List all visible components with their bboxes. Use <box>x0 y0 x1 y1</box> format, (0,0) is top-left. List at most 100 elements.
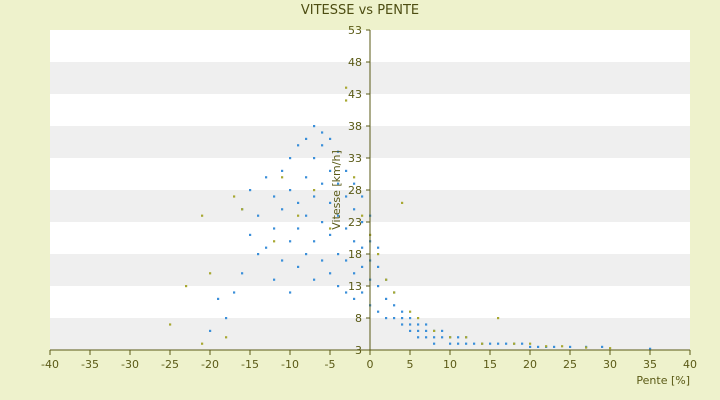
data-points <box>169 86 652 350</box>
data-point <box>353 176 356 179</box>
data-point <box>297 201 300 204</box>
data-point <box>329 137 332 140</box>
y-tick-label: 53 <box>348 24 362 37</box>
data-point <box>353 240 356 243</box>
y-tick-label: 8 <box>355 312 362 325</box>
data-point <box>337 214 340 217</box>
data-point <box>537 345 540 348</box>
data-point <box>273 227 276 230</box>
data-point <box>345 86 348 89</box>
data-point <box>289 157 292 160</box>
data-point <box>393 291 396 294</box>
data-point <box>361 265 364 268</box>
x-tick-label: 25 <box>563 358 577 371</box>
data-point <box>289 291 292 294</box>
x-tick-label: -25 <box>161 358 179 371</box>
data-point <box>321 221 324 224</box>
tick-labels: -40 -35 -30 -25 -20 -15 -10 -5 0 5 10 15 20 25 30 35 40 3… <box>41 24 697 371</box>
data-point <box>553 345 556 348</box>
data-point <box>353 182 356 185</box>
data-point <box>233 195 236 198</box>
x-tick-label: 40 <box>683 358 697 371</box>
y-tick-label: 38 <box>348 120 362 133</box>
data-point <box>313 125 316 128</box>
data-point <box>345 99 348 102</box>
data-point <box>345 169 348 172</box>
data-point <box>385 278 388 281</box>
data-point <box>545 345 548 348</box>
y-tick-label: 48 <box>348 56 362 69</box>
data-point <box>521 342 524 345</box>
data-point <box>337 285 340 288</box>
data-point <box>265 246 268 249</box>
data-point <box>377 253 380 256</box>
data-point <box>401 201 404 204</box>
data-point <box>489 342 492 345</box>
data-point <box>329 227 332 230</box>
x-tick-label: 0 <box>367 358 374 371</box>
data-point <box>401 317 404 320</box>
data-point <box>257 253 260 256</box>
x-tick-label: -10 <box>281 358 299 371</box>
data-point <box>337 150 340 153</box>
data-point <box>305 214 308 217</box>
y-tick-label: 3 <box>355 344 362 357</box>
data-point <box>241 272 244 275</box>
y-tick-label: 23 <box>348 216 362 229</box>
data-point <box>377 285 380 288</box>
x-tick-label: 35 <box>643 358 657 371</box>
data-point <box>601 345 604 348</box>
data-point <box>305 253 308 256</box>
data-point <box>233 291 236 294</box>
y-tick-label: 28 <box>348 184 362 197</box>
data-point <box>361 195 364 198</box>
data-point <box>457 336 460 339</box>
x-tick-label: 5 <box>407 358 414 371</box>
data-point <box>401 323 404 326</box>
data-point <box>249 189 252 192</box>
data-point <box>409 329 412 332</box>
data-point <box>425 329 428 332</box>
x-tick-label: 20 <box>523 358 537 371</box>
data-point <box>305 137 308 140</box>
data-point <box>353 272 356 275</box>
data-point <box>497 317 500 320</box>
data-point <box>281 169 284 172</box>
data-point <box>465 336 468 339</box>
data-point <box>385 317 388 320</box>
data-point <box>313 157 316 160</box>
data-point <box>321 144 324 147</box>
data-point <box>281 176 284 179</box>
data-point <box>353 208 356 211</box>
data-point <box>393 317 396 320</box>
data-point <box>337 253 340 256</box>
y-tick-label: 43 <box>348 88 362 101</box>
data-point <box>457 342 460 345</box>
x-tick-label: -15 <box>241 358 259 371</box>
data-point <box>289 240 292 243</box>
x-tick-label: -40 <box>41 358 59 371</box>
data-point <box>297 214 300 217</box>
data-point <box>361 246 364 249</box>
data-point <box>481 342 484 345</box>
data-point <box>433 336 436 339</box>
data-point <box>281 259 284 262</box>
data-point <box>433 342 436 345</box>
y-tick-label: 33 <box>348 152 362 165</box>
data-point <box>409 323 412 326</box>
data-point <box>209 329 212 332</box>
data-point <box>281 208 284 211</box>
data-point <box>529 345 532 348</box>
data-point <box>417 317 420 320</box>
data-point <box>425 336 428 339</box>
data-point <box>529 342 532 345</box>
data-point <box>313 195 316 198</box>
data-point <box>329 233 332 236</box>
data-point <box>585 346 588 349</box>
data-point <box>169 323 172 326</box>
data-point <box>449 336 452 339</box>
data-point <box>297 227 300 230</box>
data-point <box>417 323 420 326</box>
data-point <box>361 221 364 224</box>
